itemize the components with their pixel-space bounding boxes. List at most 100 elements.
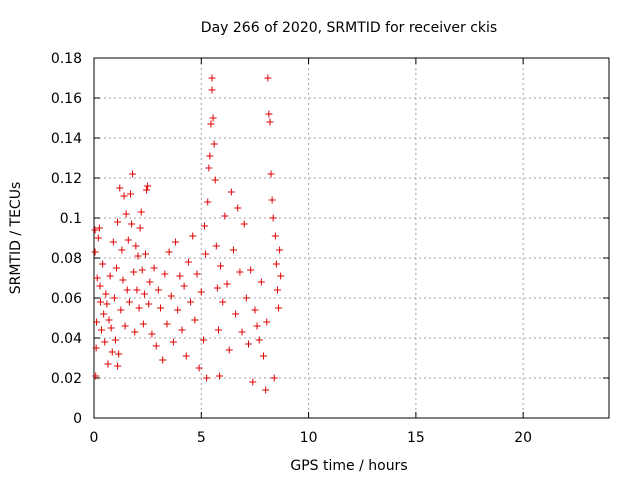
- data-point: [269, 214, 277, 222]
- data-point: [203, 374, 211, 382]
- data-point: [92, 344, 100, 352]
- data-point: [223, 280, 231, 288]
- data-point: [275, 304, 283, 312]
- data-point: [210, 140, 218, 148]
- data-point: [161, 270, 169, 278]
- y-axis-label: SRMTID / TECUs: [8, 182, 24, 295]
- data-point: [273, 286, 281, 294]
- data-point: [95, 224, 103, 232]
- data-point: [247, 266, 255, 274]
- data-point: [134, 252, 142, 260]
- data-point: [119, 276, 127, 284]
- chart-title: Day 266 of 2020, SRMTID for receiver cki…: [201, 20, 497, 36]
- data-point: [178, 326, 186, 334]
- data-point: [94, 234, 102, 242]
- data-point: [176, 272, 184, 280]
- data-point: [139, 320, 147, 328]
- data-point: [154, 286, 162, 294]
- data-point: [219, 298, 227, 306]
- data-point: [262, 386, 270, 394]
- data-point: [211, 176, 219, 184]
- data-point: [118, 246, 126, 254]
- data-point: [264, 74, 272, 82]
- data-point: [209, 114, 217, 122]
- data-point: [146, 278, 154, 286]
- data-point: [207, 120, 215, 128]
- data-point: [105, 316, 113, 324]
- data-point: [132, 242, 140, 250]
- data-point: [253, 322, 261, 330]
- data-point: [122, 210, 130, 218]
- data-point: [152, 342, 160, 350]
- data-point: [189, 232, 197, 240]
- data-point: [236, 268, 244, 276]
- data-point: [169, 338, 177, 346]
- data-point: [165, 248, 173, 256]
- data-point: [163, 320, 171, 328]
- data-point: [137, 208, 145, 216]
- y-tick-label: 0.06: [51, 291, 82, 307]
- data-point: [121, 322, 129, 330]
- data-point: [99, 260, 107, 268]
- data-point: [266, 118, 274, 126]
- data-point: [101, 338, 109, 346]
- data-point: [111, 336, 119, 344]
- data-point: [142, 250, 149, 258]
- data-point: [108, 348, 116, 356]
- data-point: [115, 350, 123, 358]
- data-point: [182, 352, 190, 360]
- y-tick-label: 0.04: [51, 331, 82, 347]
- data-point: [221, 212, 229, 220]
- data-point: [126, 190, 134, 198]
- data-point: [143, 186, 151, 194]
- data-point: [125, 298, 133, 306]
- y-tick-label: 0.14: [51, 131, 82, 147]
- data-point: [96, 282, 104, 290]
- data-point: [249, 378, 257, 386]
- data-point: [133, 286, 141, 294]
- y-tick-label: 0.18: [51, 51, 82, 67]
- data-point: [205, 164, 213, 172]
- data-point: [107, 324, 115, 332]
- data-point: [148, 330, 156, 338]
- data-point: [159, 356, 167, 364]
- data-point: [109, 238, 117, 246]
- data-point: [234, 204, 242, 212]
- y-tick-label: 0.02: [51, 371, 82, 387]
- data-point: [201, 222, 209, 230]
- data-point: [214, 326, 222, 334]
- x-axis-label: GPS time / hours: [290, 458, 407, 474]
- data-point: [113, 264, 121, 272]
- data-point: [193, 270, 201, 278]
- data-point: [277, 272, 285, 280]
- y-tick-label: 0.1: [60, 211, 82, 227]
- x-tick-label: 0: [90, 430, 99, 446]
- data-point: [103, 300, 111, 308]
- data-point: [225, 346, 233, 354]
- y-tick-label: 0.12: [51, 171, 82, 187]
- data-point: [104, 360, 112, 368]
- data-point: [257, 278, 265, 286]
- data-point: [145, 300, 153, 308]
- data-point: [272, 260, 280, 268]
- data-point: [229, 246, 237, 254]
- data-point: [138, 266, 146, 274]
- data-point: [114, 218, 122, 226]
- data-point: [157, 304, 165, 312]
- x-tick-label: 5: [197, 430, 206, 446]
- data-point: [92, 372, 100, 380]
- data-point: [98, 326, 106, 334]
- data-point: [212, 242, 220, 250]
- data-point: [271, 232, 279, 240]
- data-point: [260, 352, 268, 360]
- scatter-series: [91, 74, 285, 394]
- data-point: [238, 328, 246, 336]
- data-point: [117, 306, 125, 314]
- data-point: [91, 226, 99, 234]
- data-point: [124, 236, 132, 244]
- data-point: [110, 294, 118, 302]
- data-point: [150, 264, 158, 272]
- y-tick-label: 0: [73, 411, 82, 427]
- data-point: [208, 74, 216, 82]
- data-point: [123, 286, 131, 294]
